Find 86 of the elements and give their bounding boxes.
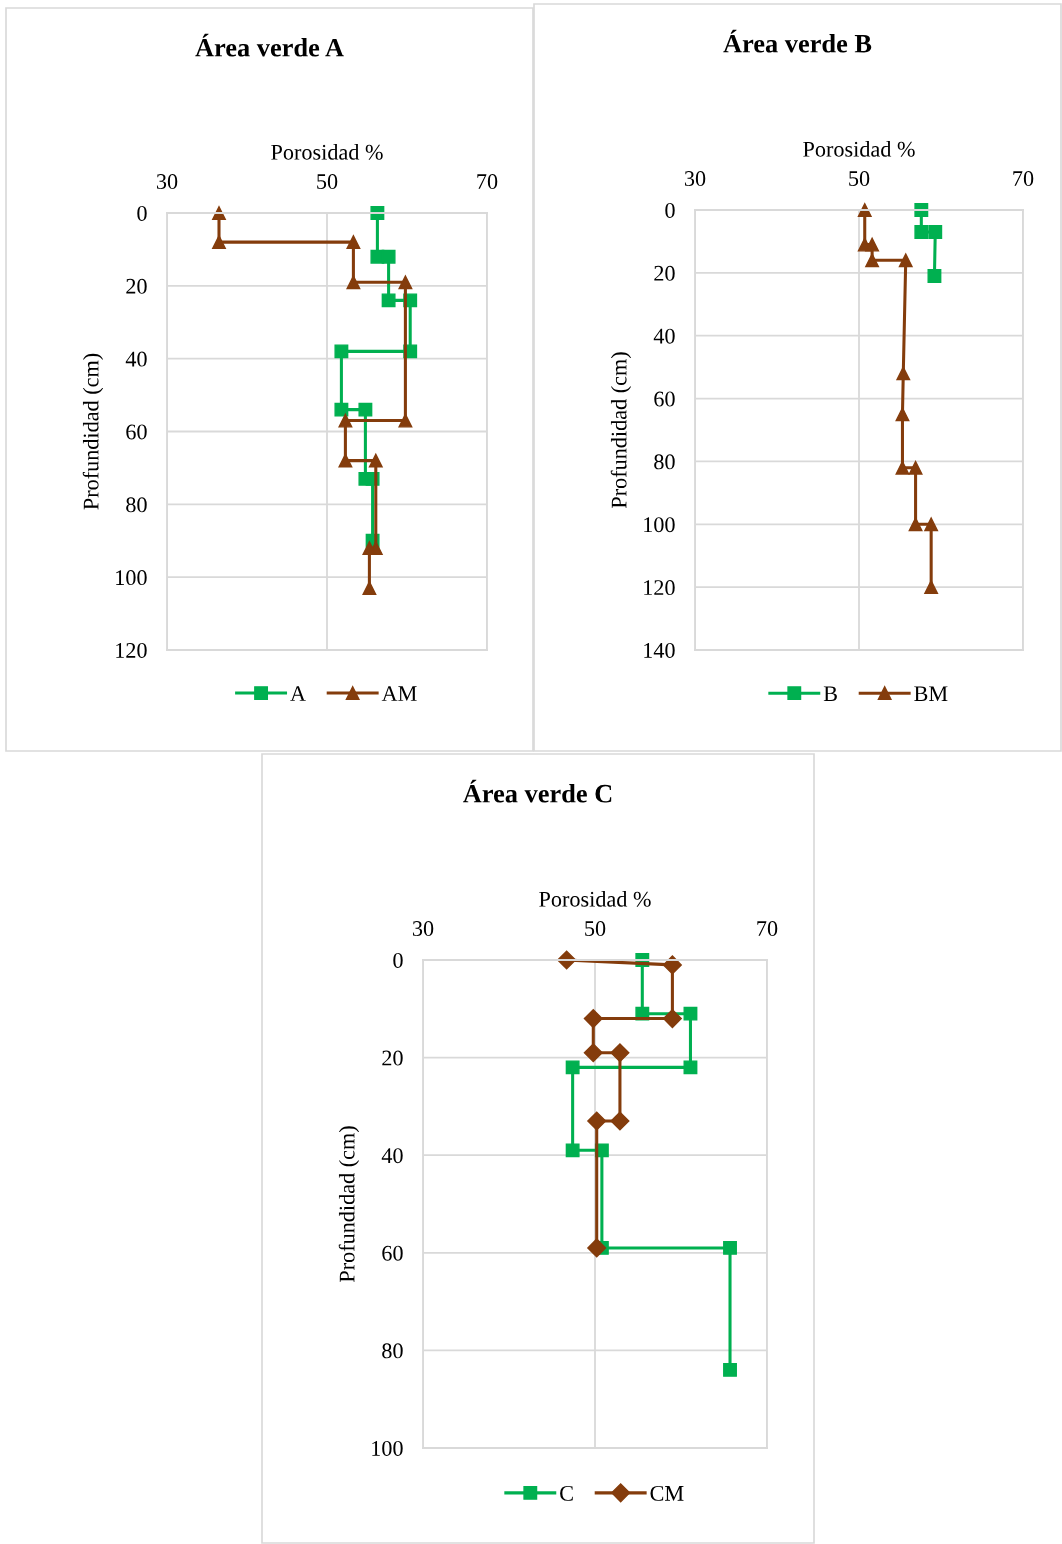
point [381, 293, 396, 308]
y-tick-label: 40 [381, 1148, 403, 1164]
point [587, 1238, 607, 1258]
y-tick-label: 0 [665, 202, 675, 218]
y-tick-label: 80 [126, 497, 147, 513]
point [723, 1362, 737, 1377]
legend-label: BM [914, 686, 948, 702]
legend-label: A [290, 686, 306, 701]
point [865, 253, 880, 268]
y-tick-label: 120 [644, 580, 675, 596]
legend-label: CM [650, 1485, 684, 1501]
point [587, 1111, 607, 1131]
y-tick-label: 100 [116, 570, 147, 586]
y-tick-label: 60 [654, 391, 675, 407]
point [398, 275, 413, 290]
point [212, 206, 226, 220]
y-tick-label: 120 [116, 642, 147, 658]
point [723, 1240, 737, 1255]
point [334, 344, 349, 359]
point [565, 1060, 580, 1075]
chart-title: Área verde C [463, 779, 612, 803]
point [334, 402, 349, 417]
point [358, 402, 373, 417]
point [908, 517, 923, 532]
point [908, 460, 923, 475]
y-tick-label: 0 [393, 952, 403, 968]
point [896, 366, 911, 381]
legend-label: AM [381, 686, 417, 701]
chart-title: Área verde A [195, 33, 344, 57]
y-axis-title: Profundidad (cm) [82, 353, 104, 510]
point [610, 1043, 630, 1063]
x-axis-title: Porosidad % [539, 891, 651, 907]
point [865, 237, 880, 252]
point [362, 581, 377, 596]
point [398, 413, 413, 428]
x-tick-label: 30 [156, 174, 178, 190]
y-tick-label: 0 [137, 205, 147, 221]
x-tick-label: 30 [412, 921, 434, 937]
y-tick-label: 40 [125, 351, 147, 367]
point [928, 225, 943, 239]
y-axis-title: Profundidad (cm) [338, 1126, 360, 1283]
x-axis-title: Porosidad % [803, 141, 915, 157]
x-tick-label: 50 [317, 174, 338, 190]
x-axis-title: Porosidad % [271, 144, 383, 160]
point [924, 517, 939, 532]
x-tick-label: 50 [849, 171, 870, 187]
y-tick-label: 20 [654, 265, 675, 281]
y-tick-label: 80 [382, 1343, 403, 1359]
point [346, 235, 361, 250]
point [368, 453, 383, 468]
point [381, 249, 396, 264]
point [662, 955, 682, 975]
point [338, 453, 353, 468]
point [583, 1043, 603, 1063]
chart-title: Área verde B [723, 29, 872, 53]
x-tick-label: 30 [684, 171, 706, 187]
y-tick-label: 100 [372, 1440, 403, 1456]
y-tick-label: 80 [654, 454, 675, 470]
y-axis-title: Profundidad (cm) [610, 352, 632, 509]
y-tick-label: 60 [126, 424, 147, 440]
point [927, 269, 942, 283]
point [338, 413, 353, 428]
y-tick-label: 140 [644, 642, 675, 658]
point [898, 253, 913, 268]
point [662, 1009, 682, 1029]
point [683, 1006, 698, 1021]
point [346, 275, 361, 290]
x-tick-label: 70 [477, 174, 498, 190]
legend-label: C [560, 1485, 573, 1501]
point [610, 1111, 630, 1131]
point [683, 1060, 698, 1075]
x-tick-label: 70 [1013, 171, 1034, 187]
y-tick-label: 40 [653, 328, 675, 344]
y-tick-label: 20 [382, 1050, 403, 1066]
x-tick-label: 50 [585, 921, 606, 937]
point [212, 235, 226, 250]
legend-label: B [823, 686, 837, 702]
x-tick-label: 70 [757, 921, 778, 937]
y-tick-label: 60 [382, 1245, 403, 1261]
point [565, 1143, 580, 1158]
point [924, 580, 939, 595]
y-tick-label: 100 [644, 517, 675, 533]
point [895, 407, 910, 422]
point [583, 1009, 603, 1029]
point [914, 225, 929, 239]
y-tick-label: 20 [126, 278, 147, 294]
